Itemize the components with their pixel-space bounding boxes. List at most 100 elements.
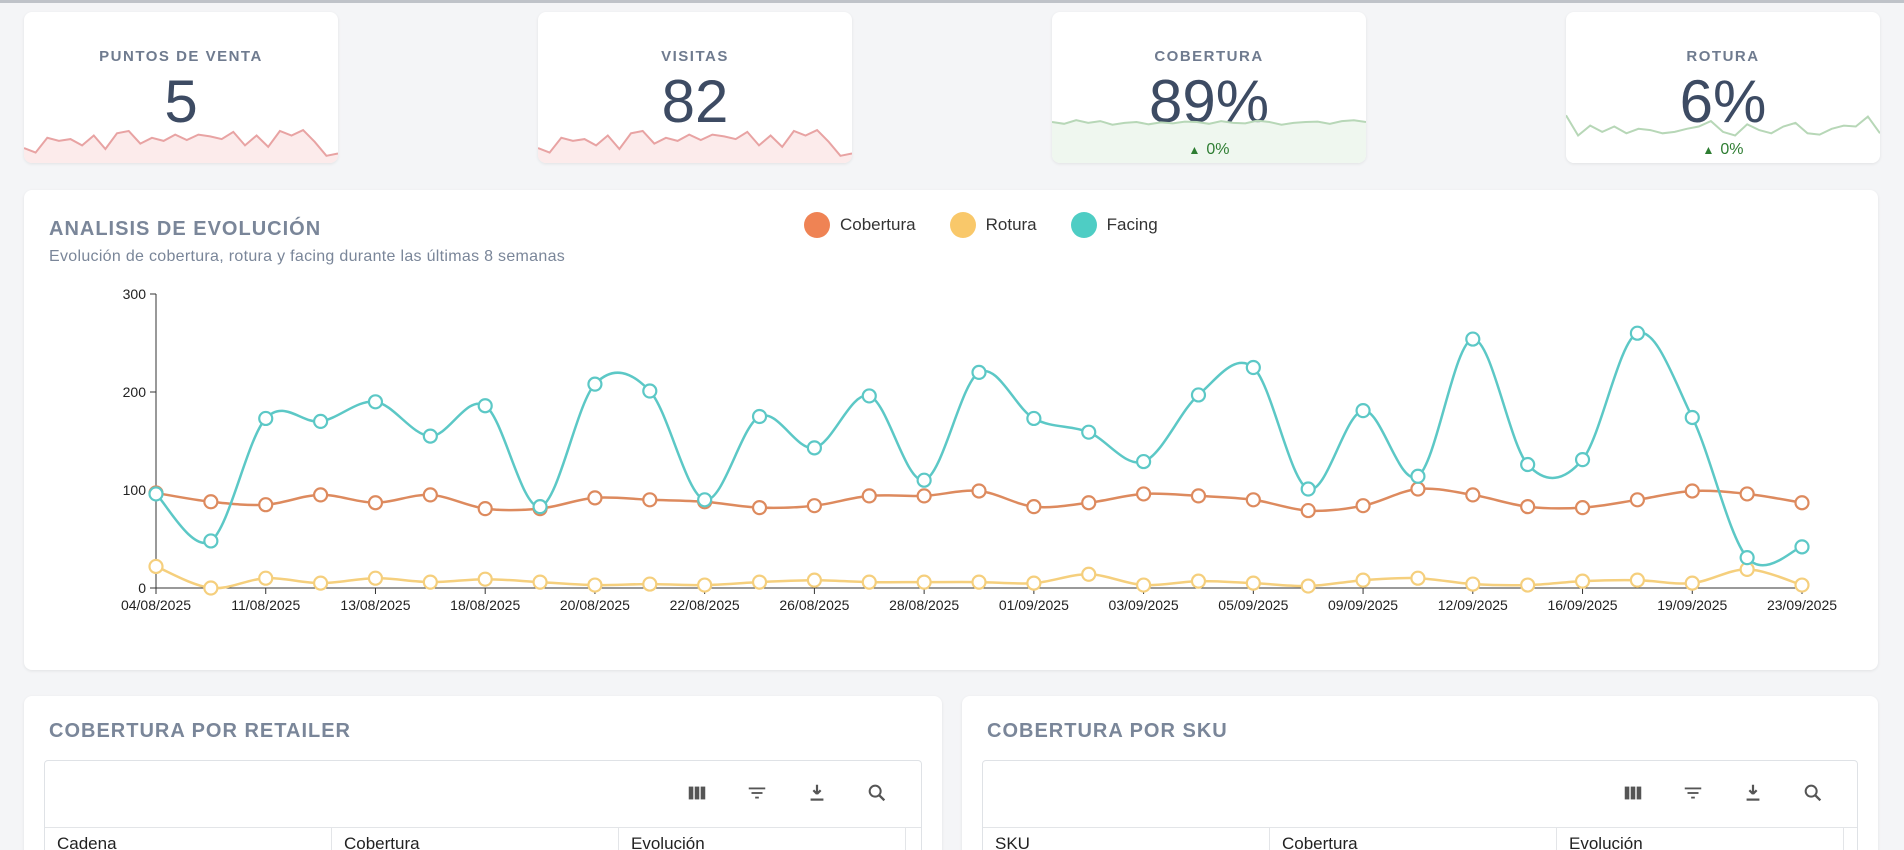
- data-point-cobertura[interactable]: [1026, 499, 1042, 515]
- data-point-facing[interactable]: [1081, 424, 1097, 440]
- column-header-evolucion[interactable]: Evolución: [619, 828, 906, 850]
- data-point-rotura[interactable]: [1300, 578, 1316, 594]
- data-point-cobertura[interactable]: [642, 492, 658, 508]
- data-point-rotura[interactable]: [313, 575, 329, 591]
- data-point-cobertura[interactable]: [1190, 488, 1207, 504]
- data-point-facing[interactable]: [916, 472, 932, 488]
- data-point-cobertura[interactable]: [1135, 486, 1152, 502]
- data-point-rotura[interactable]: [697, 577, 713, 593]
- data-point-facing[interactable]: [1300, 481, 1316, 497]
- data-point-cobertura[interactable]: [313, 487, 329, 503]
- data-point-cobertura[interactable]: [751, 500, 768, 516]
- data-point-cobertura[interactable]: [1410, 481, 1426, 497]
- data-point-facing[interactable]: [1190, 387, 1207, 403]
- column-header-evolucion[interactable]: Evolución: [1557, 828, 1844, 850]
- data-point-rotura[interactable]: [1794, 577, 1810, 593]
- data-point-facing[interactable]: [751, 408, 768, 425]
- data-point-rotura[interactable]: [148, 558, 164, 575]
- data-point-rotura[interactable]: [1355, 572, 1371, 588]
- data-point-rotura[interactable]: [916, 574, 932, 590]
- data-point-facing[interactable]: [1245, 359, 1261, 376]
- download-icon[interactable]: [787, 779, 847, 807]
- data-point-facing[interactable]: [258, 410, 274, 427]
- filter-icon[interactable]: [1663, 779, 1723, 807]
- data-point-rotura[interactable]: [422, 574, 438, 590]
- data-point-facing[interactable]: [1629, 325, 1646, 341]
- data-point-cobertura[interactable]: [587, 490, 603, 506]
- data-point-facing[interactable]: [642, 383, 658, 399]
- data-point-facing[interactable]: [806, 440, 823, 456]
- data-point-facing[interactable]: [367, 394, 384, 410]
- data-point-cobertura[interactable]: [258, 497, 274, 513]
- data-point-rotura[interactable]: [806, 572, 823, 588]
- data-point-cobertura[interactable]: [1355, 498, 1371, 514]
- data-point-rotura[interactable]: [258, 570, 274, 586]
- download-icon[interactable]: [1723, 779, 1783, 807]
- search-icon[interactable]: [1783, 779, 1843, 807]
- data-point-rotura[interactable]: [1081, 566, 1097, 582]
- data-point-cobertura[interactable]: [1739, 486, 1755, 502]
- data-point-facing[interactable]: [1520, 456, 1536, 473]
- data-point-cobertura[interactable]: [477, 501, 493, 517]
- data-point-rotura[interactable]: [642, 576, 658, 592]
- data-point-cobertura[interactable]: [1081, 495, 1097, 511]
- column-header-cadena[interactable]: Cadena: [45, 828, 332, 850]
- data-point-facing[interactable]: [971, 364, 987, 380]
- data-point-rotura[interactable]: [1190, 573, 1207, 589]
- data-point-cobertura[interactable]: [971, 483, 987, 499]
- columns-icon[interactable]: [1603, 779, 1663, 807]
- data-point-facing[interactable]: [203, 533, 219, 549]
- column-header-cobertura[interactable]: Cobertura: [1270, 828, 1557, 850]
- columns-icon[interactable]: [667, 779, 727, 807]
- data-point-cobertura[interactable]: [1245, 492, 1261, 508]
- legend-item-cobertura[interactable]: Cobertura: [804, 212, 916, 238]
- legend-item-facing[interactable]: Facing: [1070, 212, 1158, 238]
- data-point-facing[interactable]: [477, 398, 493, 414]
- data-point-facing[interactable]: [697, 492, 713, 508]
- data-point-cobertura[interactable]: [1794, 495, 1810, 511]
- data-point-rotura[interactable]: [477, 571, 493, 587]
- data-point-rotura[interactable]: [751, 574, 768, 590]
- data-point-facing[interactable]: [148, 486, 164, 502]
- data-point-facing[interactable]: [1026, 410, 1042, 427]
- data-point-rotura[interactable]: [1520, 577, 1536, 593]
- data-point-rotura[interactable]: [1026, 575, 1042, 591]
- data-point-cobertura[interactable]: [1629, 492, 1646, 508]
- data-point-facing[interactable]: [1739, 550, 1755, 566]
- data-point-cobertura[interactable]: [1520, 499, 1536, 515]
- column-header-cobertura[interactable]: Cobertura: [332, 828, 619, 850]
- data-point-rotura[interactable]: [367, 570, 384, 586]
- data-point-cobertura[interactable]: [203, 494, 219, 510]
- data-point-rotura[interactable]: [1135, 577, 1152, 593]
- data-point-facing[interactable]: [313, 413, 329, 429]
- data-point-cobertura[interactable]: [861, 488, 877, 504]
- data-point-rotura[interactable]: [1465, 576, 1481, 592]
- data-point-rotura[interactable]: [861, 574, 877, 590]
- column-header-sku[interactable]: SKU: [983, 828, 1270, 850]
- legend-item-rotura[interactable]: Rotura: [949, 212, 1037, 238]
- data-point-cobertura[interactable]: [806, 498, 823, 514]
- data-point-cobertura[interactable]: [367, 495, 384, 511]
- data-point-facing[interactable]: [1794, 539, 1810, 555]
- search-icon[interactable]: [847, 779, 907, 807]
- data-point-cobertura[interactable]: [916, 488, 932, 504]
- data-point-cobertura[interactable]: [1574, 500, 1591, 516]
- data-point-rotura[interactable]: [1245, 575, 1261, 591]
- data-point-facing[interactable]: [1355, 403, 1371, 419]
- data-point-facing[interactable]: [1574, 452, 1591, 468]
- filter-icon[interactable]: [727, 779, 787, 807]
- data-point-rotura[interactable]: [1629, 572, 1646, 588]
- data-point-facing[interactable]: [532, 499, 548, 515]
- data-point-facing[interactable]: [1135, 453, 1152, 470]
- data-point-rotura[interactable]: [587, 577, 603, 593]
- data-point-rotura[interactable]: [971, 574, 987, 590]
- data-point-facing[interactable]: [587, 376, 603, 392]
- data-point-cobertura[interactable]: [422, 487, 438, 503]
- data-point-facing[interactable]: [422, 428, 438, 444]
- data-point-rotura[interactable]: [1574, 573, 1591, 589]
- data-point-cobertura[interactable]: [1300, 502, 1316, 519]
- data-point-facing[interactable]: [861, 388, 877, 404]
- data-point-facing[interactable]: [1684, 409, 1700, 426]
- data-point-rotura[interactable]: [1410, 570, 1426, 586]
- data-point-rotura[interactable]: [1684, 575, 1700, 591]
